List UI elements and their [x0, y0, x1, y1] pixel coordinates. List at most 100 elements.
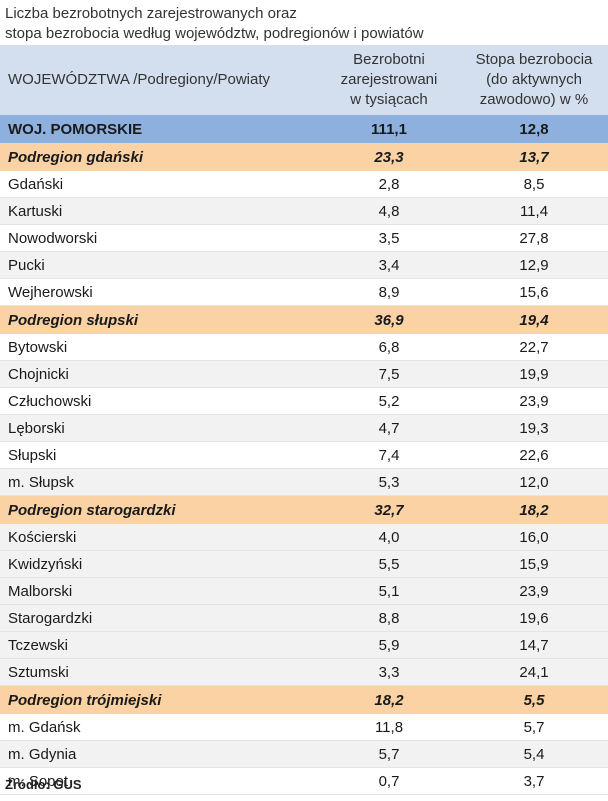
table-row: Tczewski 5,9 14,7: [0, 631, 608, 659]
rate-cell: 12,8: [460, 115, 608, 143]
table-body: WOJ. POMORSKIE 111,1 12,8 Podregion gdański…: [0, 115, 608, 795]
table-row: m. Słupsk 5,3 12,0: [0, 468, 608, 496]
table-row: Sztumski 3,3 24,1: [0, 658, 608, 686]
table-row: Kościerski 4,0 16,0: [0, 524, 608, 551]
region-name-cell: Tczewski: [0, 631, 318, 659]
unemployed-cell: 18,2: [318, 685, 460, 714]
region-name-cell: Nowodworski: [0, 224, 318, 252]
unemployed-cell: 8,9: [318, 278, 460, 306]
rate-cell: 8,5: [460, 171, 608, 198]
rate-cell: 12,0: [460, 468, 608, 496]
region-name-cell: Słupski: [0, 441, 318, 469]
unemployed-cell: 11,8: [318, 714, 460, 741]
title-line-1: Liczba bezrobotnych zarejestrowanych ora…: [5, 5, 297, 22]
unemployed-cell: 3,3: [318, 658, 460, 686]
source-note: Źródło: GUS: [5, 777, 82, 792]
rate-cell: 5,4: [460, 740, 608, 768]
rate-cell: 22,6: [460, 441, 608, 469]
table-row: Nowodworski 3,5 27,8: [0, 224, 608, 252]
title-line-2: stopa bezrobocia według województw, podr…: [5, 25, 424, 42]
table-row: Chojnicki 7,5 19,9: [0, 360, 608, 388]
rate-cell: 5,7: [460, 714, 608, 741]
header-unemployed-line-1: Bezrobotni: [353, 51, 425, 68]
header-rate-line-1: Stopa bezrobocia: [475, 51, 593, 68]
header-unemployed: Bezrobotni zarejestrowani w tysiącach: [318, 45, 460, 115]
region-name-cell: Podregion trójmiejski: [0, 685, 318, 714]
region-name-cell: Lęborski: [0, 414, 318, 442]
region-name-cell: m. Gdynia: [0, 740, 318, 768]
region-name-cell: Sztumski: [0, 658, 318, 686]
rate-cell: 5,5: [460, 685, 608, 714]
rate-cell: 11,4: [460, 197, 608, 225]
rate-cell: 19,3: [460, 414, 608, 442]
unemployed-cell: 5,5: [318, 550, 460, 578]
region-name-cell: Malborski: [0, 577, 318, 605]
unemployed-cell: 7,5: [318, 360, 460, 388]
rate-cell: 23,9: [460, 577, 608, 605]
region-name-cell: Człuchowski: [0, 387, 318, 415]
unemployed-cell: 4,0: [318, 524, 460, 551]
region-name-cell: Chojnicki: [0, 360, 318, 388]
header-rate: Stopa bezrobocia (do aktywnych zawodowo)…: [460, 45, 608, 115]
table-row: Lęborski 4,7 19,3: [0, 414, 608, 442]
table-row: Starogardzki 8,8 19,6: [0, 604, 608, 632]
region-name-cell: Kartuski: [0, 197, 318, 225]
rate-cell: 12,9: [460, 251, 608, 279]
rate-cell: 13,7: [460, 143, 608, 171]
table-row: Kwidzyński 5,5 15,9: [0, 550, 608, 578]
region-name-cell: Podregion starogardzki: [0, 495, 318, 524]
unemployed-cell: 5,1: [318, 577, 460, 605]
unemployment-table: WOJEWÓDZTWA /Podregiony/Powiaty Bezrobot…: [0, 45, 608, 795]
rate-cell: 19,6: [460, 604, 608, 632]
unemployed-cell: 23,3: [318, 143, 460, 171]
header-unemployed-line-2: zarejestrowani: [340, 71, 438, 88]
region-name-cell: m. Gdańsk: [0, 714, 318, 741]
subregion-row: Podregion gdański 23,3 13,7: [0, 143, 608, 171]
rate-cell: 24,1: [460, 658, 608, 686]
unemployed-cell: 111,1: [318, 115, 460, 143]
header-rate-line-3: zawodowo) w %: [479, 91, 589, 108]
subregion-row: Podregion starogardzki 32,7 18,2: [0, 495, 608, 524]
rate-cell: 23,9: [460, 387, 608, 415]
rate-cell: 3,7: [460, 767, 608, 795]
unemployed-cell: 0,7: [318, 767, 460, 795]
table-row: Malborski 5,1 23,9: [0, 577, 608, 605]
subregion-row: Podregion słupski 36,9 19,4: [0, 305, 608, 334]
region-name-cell: Gdański: [0, 171, 318, 198]
unemployed-cell: 32,7: [318, 495, 460, 524]
table-row: Słupski 7,4 22,6: [0, 441, 608, 469]
region-name-cell: Kościerski: [0, 524, 318, 551]
table-title: Liczba bezrobotnych zarejestrowanych ora…: [5, 4, 424, 44]
unemployed-cell: 4,8: [318, 197, 460, 225]
header-rate-line-2: (do aktywnych: [486, 71, 582, 88]
header-unemployed-line-3: w tysiącach: [350, 91, 428, 108]
unemployed-cell: 6,8: [318, 334, 460, 361]
table-header-row: WOJEWÓDZTWA /Podregiony/Powiaty Bezrobot…: [0, 45, 608, 115]
region-name-cell: Pucki: [0, 251, 318, 279]
table-row: Bytowski 6,8 22,7: [0, 334, 608, 361]
unemployed-cell: 36,9: [318, 305, 460, 334]
table-row: m. Gdańsk 11,8 5,7: [0, 714, 608, 741]
unemployed-cell: 5,9: [318, 631, 460, 659]
region-name-cell: Starogardzki: [0, 604, 318, 632]
unemployed-cell: 3,5: [318, 224, 460, 252]
table-row: Wejherowski 8,9 15,6: [0, 278, 608, 306]
subregion-row: Podregion trójmiejski 18,2 5,5: [0, 685, 608, 714]
rate-cell: 14,7: [460, 631, 608, 659]
rate-cell: 15,6: [460, 278, 608, 306]
voivodeship-row: WOJ. POMORSKIE 111,1 12,8: [0, 115, 608, 143]
rate-cell: 19,4: [460, 305, 608, 334]
unemployed-cell: 4,7: [318, 414, 460, 442]
region-name-cell: m. Sopot: [0, 767, 318, 795]
region-name-cell: Podregion słupski: [0, 305, 318, 334]
table-row: Gdański 2,8 8,5: [0, 171, 608, 198]
unemployed-cell: 7,4: [318, 441, 460, 469]
region-name-cell: Podregion gdański: [0, 143, 318, 171]
unemployed-cell: 5,2: [318, 387, 460, 415]
unemployed-cell: 3,4: [318, 251, 460, 279]
unemployed-cell: 2,8: [318, 171, 460, 198]
table-row: m. Sopot 0,7 3,7: [0, 767, 608, 795]
rate-cell: 19,9: [460, 360, 608, 388]
region-name-cell: m. Słupsk: [0, 468, 318, 496]
table-row: Kartuski 4,8 11,4: [0, 197, 608, 225]
